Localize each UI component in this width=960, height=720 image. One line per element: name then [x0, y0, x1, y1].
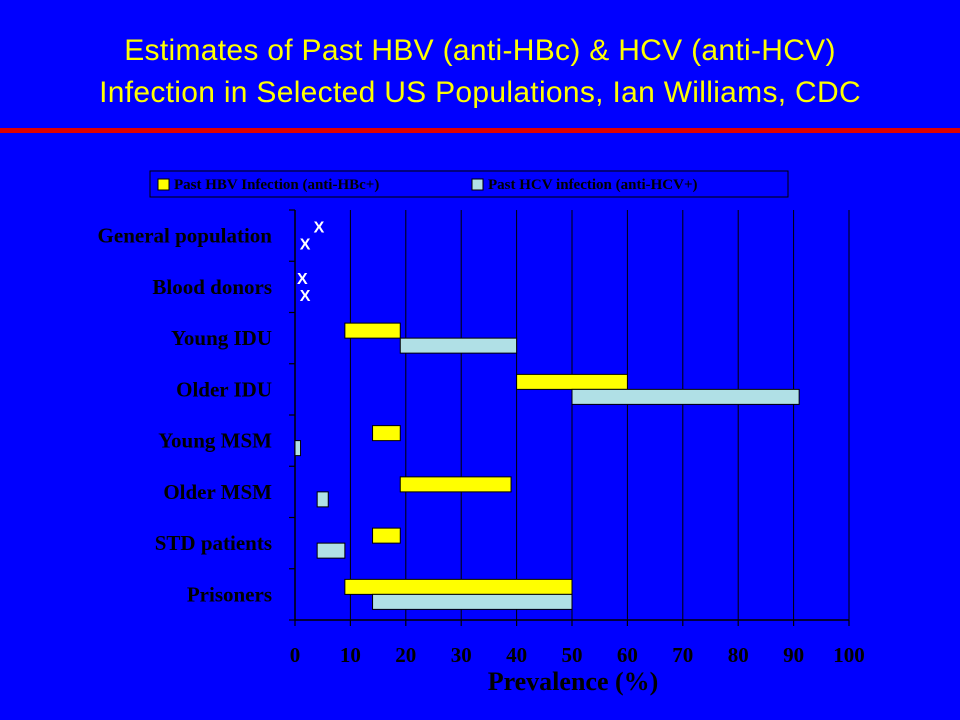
title-line-1: Estimates of Past HBV (anti-HBc) & HCV (…: [124, 34, 836, 67]
category-label-prisoners: Prisoners: [187, 582, 272, 606]
hcv-bar-young-idu: [399, 337, 518, 354]
legend-box: [149, 170, 789, 198]
x-tick-label: 100: [833, 643, 865, 667]
hcv-legend-swatch: [471, 178, 484, 191]
x-tick-label: 50: [562, 643, 583, 667]
category-label-young-idu: Young IDU: [171, 326, 272, 350]
hbv-bar-young-idu: [344, 322, 401, 339]
hcv-bar-older-msm: [316, 491, 329, 508]
hbv-bar-std-patients: [372, 527, 401, 544]
slide-title: Estimates of Past HBV (anti-HBc) & HCV (…: [0, 30, 960, 114]
category-label-std-patients: STD patients: [155, 531, 272, 555]
x-tick-label: 90: [783, 643, 804, 667]
hbv-bar-older-idu: [516, 373, 628, 390]
x-axis-title: Prevalence (%): [488, 667, 659, 696]
hcv-bar-young-msm: [294, 440, 302, 457]
category-labels: General population Blood donors Young IDU O…: [98, 224, 273, 607]
x-tick-label: 10: [340, 643, 361, 667]
x-marker-hcv-blood-donors: X: [300, 288, 311, 305]
hcv-bar-std-patients: [316, 542, 346, 559]
x-tick-label: 80: [728, 643, 749, 667]
grid-lines: [349, 210, 850, 620]
hbv-bar-prisoners: [344, 578, 573, 595]
hbv-legend-label: Past HBV Infection (anti-HBc+): [174, 177, 379, 193]
x-marker-hcv-general-population: X: [300, 237, 311, 254]
x-tick-label: 70: [672, 643, 693, 667]
hcv-bar-older-idu: [571, 388, 800, 405]
hbv-bar-young-msm: [372, 425, 401, 442]
title-divider: [0, 128, 960, 133]
category-label-young-msm: Young MSM: [158, 429, 272, 453]
category-label-older-idu: Older IDU: [176, 377, 272, 401]
x-tick-label: 40: [506, 643, 527, 667]
x-marker-hbv-blood-donors: X: [297, 271, 308, 288]
hbv-legend-swatch: [157, 178, 170, 191]
x-tick-label: 30: [451, 643, 472, 667]
x-tick-label: 0: [290, 643, 301, 667]
legend: Past HBV Infection (anti-HBc+) Past HCV i…: [149, 170, 789, 198]
axes: [289, 209, 850, 626]
x-tick-label: 20: [395, 643, 416, 667]
bars: [294, 322, 800, 610]
x-tick-labels: 0 10 20 30 40 50 60 70 80 90 100: [290, 643, 865, 667]
hbv-bar-older-msm: [399, 476, 512, 493]
title-line-2: Infection in Selected US Populations, Ia…: [99, 76, 861, 109]
hcv-bar-prisoners: [372, 593, 573, 610]
category-label-general-population: General population: [98, 224, 273, 248]
category-label-blood-donors: Blood donors: [152, 275, 272, 299]
category-label-older-msm: Older MSM: [163, 480, 272, 504]
x-marker-hbv-general-population: X: [314, 220, 325, 237]
x-tick-label: 60: [617, 643, 638, 667]
hcv-legend-label: Past HCV infection (anti-HCV+): [488, 177, 698, 193]
